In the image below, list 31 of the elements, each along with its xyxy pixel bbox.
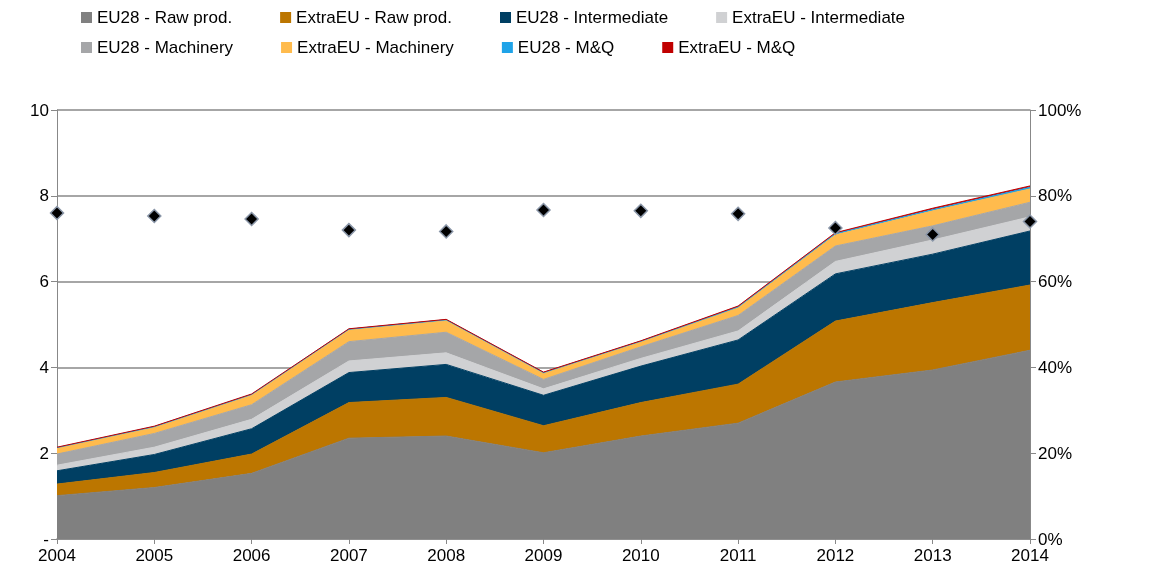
y-tick-label: 2 (39, 443, 49, 463)
y2-tick-label: 100% (1038, 100, 1082, 120)
x-tick-label: 2004 (38, 546, 76, 565)
y-tick-label: 10 (30, 100, 49, 120)
legend-label: ExtraEU - Raw prod. (296, 8, 452, 27)
y2-tick-label: 60% (1038, 272, 1073, 292)
x-tick-label: 2009 (524, 546, 563, 565)
y2-tick-label: 20% (1038, 443, 1073, 463)
x-tick-label: 2014 (1011, 546, 1049, 565)
legend-label: EU28 - Machinery (97, 38, 234, 57)
legend-label: EU28 - Intermediate (515, 8, 669, 27)
x-tick-label: 2011 (719, 546, 757, 565)
legend-label: ExtraEU - Machinery (297, 38, 455, 57)
y-tick-label: - (43, 529, 49, 549)
y-tick-label: 8 (39, 186, 49, 206)
legend-label: ExtraEU - M&Q (678, 38, 796, 57)
x-tick-label: 2013 (913, 546, 952, 565)
y-tick-label: 4 (39, 357, 49, 377)
y2-tick-label: 0% (1038, 529, 1063, 549)
y2-tick-label: 40% (1038, 357, 1073, 377)
x-tick-label: 2005 (135, 546, 174, 565)
y-tick-label: 6 (39, 272, 49, 292)
legend-label: EU28 - Raw prod. (97, 8, 233, 27)
y2-tick-label: 80% (1038, 186, 1073, 206)
legend-label: EU28 - M&Q (517, 38, 615, 57)
x-tick-label: 2012 (816, 546, 855, 565)
x-tick-label: 2007 (329, 546, 368, 565)
legend-label: ExtraEU - Intermediate (732, 8, 906, 27)
x-tick-label: 2010 (621, 546, 660, 565)
x-tick-label: 2006 (232, 546, 271, 565)
x-tick-label: 2008 (427, 546, 466, 565)
